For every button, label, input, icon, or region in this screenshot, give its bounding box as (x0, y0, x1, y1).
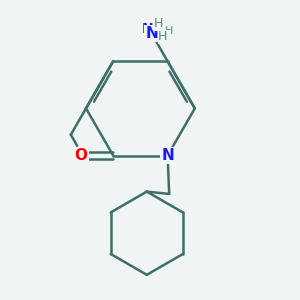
Text: H: H (154, 17, 163, 31)
Text: H: H (165, 26, 173, 36)
Text: N: N (161, 148, 174, 163)
Text: H: H (158, 30, 167, 43)
Text: NH: NH (142, 22, 165, 36)
Text: N: N (145, 26, 158, 41)
Text: O: O (75, 148, 88, 163)
